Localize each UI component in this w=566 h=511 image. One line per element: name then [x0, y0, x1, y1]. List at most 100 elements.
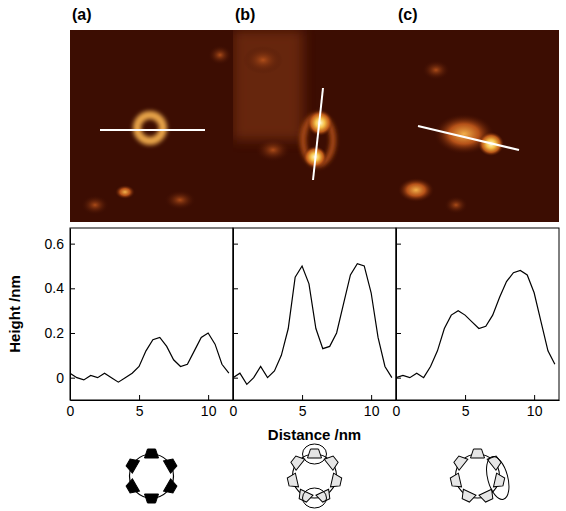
subunit	[125, 456, 140, 473]
y-axis	[396, 229, 401, 401]
afm-feature	[444, 196, 468, 214]
y-axis-title: Height /nm	[6, 275, 23, 353]
plot-frame	[396, 228, 559, 400]
afm-ring	[137, 115, 163, 141]
plot-area	[70, 333, 229, 382]
y-tick-label: 0	[56, 370, 64, 386]
plot-frame	[70, 228, 233, 400]
x-tick-label: 5	[299, 403, 307, 419]
y-axis-line	[396, 229, 397, 401]
x-tick-label: 10	[201, 403, 217, 419]
plot-area	[233, 264, 392, 385]
x-tick: 10	[201, 395, 217, 419]
panel-label: (b)	[235, 6, 255, 23]
x-axis-line	[71, 400, 234, 401]
subunit	[308, 449, 322, 458]
x-tick-label: 0	[230, 403, 238, 419]
afm-feature	[208, 45, 232, 65]
x-tick: 10	[364, 395, 380, 419]
afm-background	[396, 30, 559, 222]
y-tick-mark	[70, 333, 75, 334]
subunit	[125, 479, 140, 496]
afm-background	[70, 30, 233, 222]
afm-feature	[164, 190, 196, 210]
y-axis	[233, 229, 238, 401]
panel-label: (a)	[72, 6, 92, 23]
afm-image	[396, 30, 559, 222]
x-axis: 0 5 10	[67, 395, 234, 419]
x-tick: 10	[527, 395, 543, 419]
subunit	[296, 489, 313, 503]
plot-area	[396, 270, 555, 377]
y-tick-label: 0.6	[45, 236, 65, 252]
y-tick-mark	[396, 244, 401, 245]
x-axis-title: Distance /nm	[268, 426, 361, 443]
plot-frame	[233, 228, 396, 400]
y-tick-label: 0.4	[45, 280, 65, 296]
x-tick: 5	[136, 395, 144, 419]
subunit	[452, 454, 468, 471]
y-tick	[233, 244, 238, 245]
y-tick	[396, 378, 401, 379]
subunit	[287, 473, 299, 489]
x-tick-label: 5	[462, 403, 470, 419]
x-axis-line	[234, 400, 397, 401]
y-tick-mark	[396, 378, 401, 379]
x-tick-mark	[371, 395, 372, 400]
highlight	[303, 488, 327, 508]
profile-line	[418, 126, 519, 150]
x-tick-label: 10	[364, 403, 380, 419]
y-axis: 0 0.2 0.4 0.6	[45, 229, 75, 401]
x-tick-mark	[534, 395, 535, 400]
y-tick-mark	[233, 288, 238, 289]
x-tick-label: 10	[527, 403, 543, 419]
x-axis: 0510	[393, 395, 560, 419]
panel-label: (c)	[398, 6, 418, 23]
subunit	[450, 473, 462, 489]
y-axis-line	[70, 229, 71, 401]
y-axis-line	[233, 229, 234, 401]
afm-texture	[233, 30, 303, 140]
afm-image	[233, 30, 396, 222]
y-tick-mark	[396, 288, 401, 289]
x-axis-line	[397, 400, 560, 401]
profile	[233, 264, 392, 385]
y-tick: 0.4	[45, 280, 75, 296]
x-tick-mark	[302, 395, 303, 400]
subunit	[459, 489, 476, 503]
y-tick-mark	[396, 333, 401, 334]
highlight	[303, 444, 327, 464]
highlight	[482, 454, 513, 502]
x-tick-label: 5	[136, 403, 144, 419]
x-tick-mark	[139, 395, 140, 400]
subunit	[316, 489, 333, 503]
x-tick: 5	[462, 395, 470, 419]
profile	[70, 333, 229, 382]
subunit	[471, 449, 485, 458]
subunit	[145, 449, 159, 458]
y-tick	[233, 378, 238, 379]
y-tick	[396, 333, 401, 334]
x-tick-mark	[208, 395, 209, 400]
afm-feature	[81, 195, 109, 215]
afm-feature	[115, 185, 135, 199]
afm-image	[70, 30, 233, 222]
afm-feature	[243, 46, 283, 74]
y-tick	[233, 288, 238, 289]
afm-feature	[422, 60, 450, 80]
y-tick-mark	[233, 378, 238, 379]
schematic	[287, 444, 343, 508]
subunit	[493, 473, 505, 489]
subunit	[330, 473, 342, 489]
y-tick-label: 0.2	[45, 325, 65, 341]
x-tick-label: 0	[67, 403, 75, 419]
schematic	[450, 449, 513, 503]
subunit	[164, 456, 179, 473]
y-tick: 0.2	[45, 325, 75, 341]
y-tick-mark	[70, 244, 75, 245]
subunit	[479, 489, 496, 503]
y-tick-mark	[70, 378, 75, 379]
y-tick-mark	[233, 244, 238, 245]
profile-line	[313, 88, 323, 180]
schematic	[125, 449, 179, 503]
